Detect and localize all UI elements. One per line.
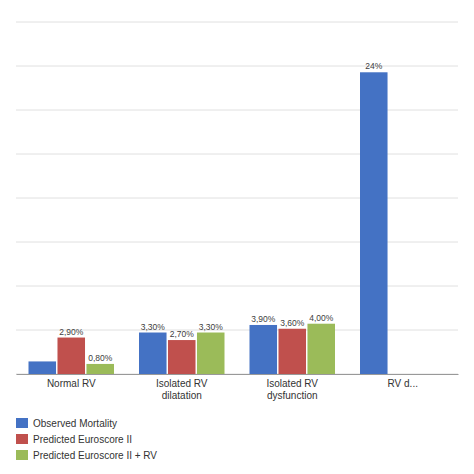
bar	[278, 329, 306, 374]
grid-line	[16, 198, 458, 199]
legend-label: Predicted Euroscore II	[33, 434, 132, 445]
grid-line	[16, 242, 458, 243]
data-label: 3,90%	[251, 314, 276, 324]
grid-line	[16, 110, 458, 111]
legend-label: Observed Mortality	[33, 418, 117, 429]
chart: 3,30% 3,90% 24% 2,90% 2,70% 3,60% 0,80% 3,30% 4,…	[0, 0, 474, 474]
data-label: 2,70%	[170, 329, 195, 339]
bar	[360, 72, 388, 374]
bar	[57, 338, 85, 374]
bar-series	[28, 72, 387, 374]
bar	[86, 364, 114, 374]
legend-swatch	[16, 418, 28, 428]
bar	[168, 340, 196, 374]
data-label: 4,00%	[309, 313, 334, 323]
bar	[197, 333, 225, 374]
data-label: 0,80%	[88, 353, 113, 363]
bar	[418, 374, 446, 375]
x-tick: Normal RV	[47, 378, 96, 389]
legend-swatch	[16, 434, 28, 444]
legend-item: Observed Mortality	[16, 418, 117, 429]
data-label: 24%	[365, 61, 382, 71]
legend-label: Predicted Euroscore II + RV	[33, 450, 157, 461]
x-tick-label: Isolated RVdilatation	[156, 378, 208, 401]
data-labels: 3,30% 3,90% 24% 2,90% 2,70% 3,60% 0,80% 3,30% 4,…	[59, 61, 383, 363]
legend: Observed Mortality Predicted Euroscore II…	[16, 418, 157, 461]
x-tick: RV d...	[388, 378, 418, 389]
legend-item: Predicted Euroscore II	[16, 434, 132, 445]
data-label: 3,30%	[199, 322, 224, 332]
data-label: 2,90%	[59, 327, 84, 337]
x-tick-label: Isolated RVdysfunction	[266, 378, 318, 401]
bar-series	[57, 329, 306, 374]
x-tick: Isolated RVdysfunction	[266, 378, 318, 401]
x-tick: Isolated RVdilatation	[156, 378, 208, 401]
grid	[16, 22, 458, 374]
bar	[139, 333, 167, 374]
x-axis-line	[17, 374, 459, 375]
bar	[389, 374, 417, 375]
x-tick-label: RV d...	[388, 378, 418, 389]
data-label: 3,30%	[141, 322, 166, 332]
data-label: 3,60%	[280, 318, 305, 328]
grid-line	[16, 22, 458, 23]
x-axis: Normal RV Isolated RVdilatation Isolated R…	[17, 375, 459, 401]
grid-line	[16, 154, 458, 155]
grid-line	[16, 286, 458, 287]
legend-item: Predicted Euroscore II + RV	[16, 450, 157, 461]
grid-line	[16, 66, 458, 67]
bars	[28, 72, 387, 374]
bar	[307, 324, 335, 374]
plot-area: 3,30% 3,90% 24% 2,90% 2,70% 3,60% 0,80% 3,30% 4,…	[16, 22, 459, 401]
legend-swatch	[16, 450, 28, 460]
x-tick-label: Normal RV	[47, 378, 96, 389]
bar	[28, 361, 56, 374]
bar	[249, 325, 277, 374]
